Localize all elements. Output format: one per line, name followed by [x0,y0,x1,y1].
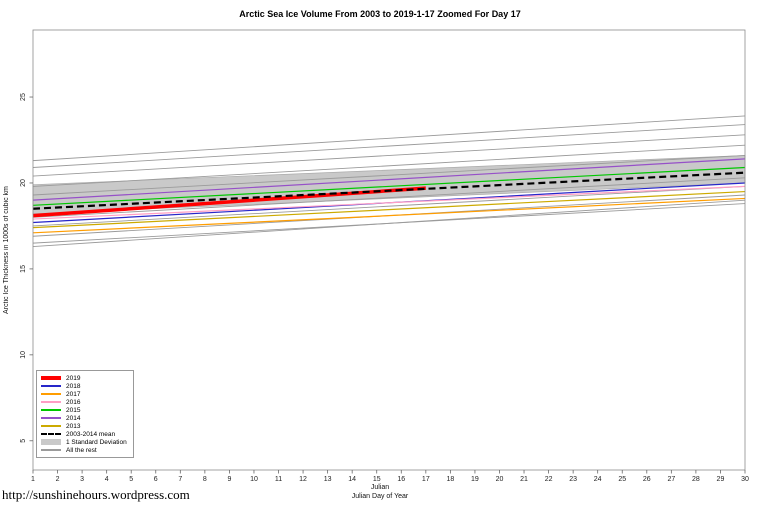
legend-item: 2014 [41,414,127,422]
x-tick-label: 16 [397,476,405,483]
x-tick-label: 11 [275,476,282,483]
rest-line [32,199,746,248]
x-tick-label: 8 [203,476,207,483]
x-tick-label: 17 [422,476,430,483]
x-tick-label: 30 [741,476,749,483]
x-tick-label: 12 [299,476,307,483]
series-2014 [32,158,746,201]
series-2015 [32,166,746,206]
legend-item: 2018 [41,382,127,390]
rest-line [32,155,746,196]
y-tick-label: 25 [20,93,27,101]
chart-title: Arctic Sea Ice Volume From 2003 to 2019-… [239,9,521,19]
x-tick-label: 25 [618,476,626,483]
x-tick-label: 22 [545,476,553,483]
legend-item: 2003-2014 mean [41,430,127,438]
x-tick-label: 20 [496,476,504,483]
legend-item: 2017 [41,390,127,398]
legend-item: 1 Standard Deviation [41,438,127,446]
std-dev-band [32,155,746,215]
y-tick-label: 20 [20,179,27,187]
legend-label: All the rest [66,446,97,454]
y-tick-label: 10 [20,351,27,359]
legend-label: 2019 [66,374,81,382]
x-tick-label: 23 [569,476,577,483]
legend-label: 2015 [66,406,81,414]
legend-swatch-all-the-rest [41,449,61,451]
rest-line [32,134,746,177]
x-tick-label: 7 [178,476,182,483]
x-tick-label: 19 [471,476,479,483]
legend-label: 2014 [66,414,81,422]
series-2019 [32,186,426,218]
legend-swatch-2014 [41,417,61,419]
legend-item: 2013 [41,422,127,430]
legend-label: 2016 [66,398,81,406]
legend: 2019 2018 2017 2016 2015 2014 2013 2003-2014 me… [36,370,134,458]
y-tick-label: 15 [20,265,27,273]
x-tick-label: 13 [324,476,332,483]
x-tick-label: 21 [520,476,528,483]
x-tick-label: 6 [154,476,158,483]
legend-label: 2003-2014 mean [66,430,116,438]
y-tick-label: 5 [20,439,27,443]
rest-line [32,144,746,187]
x-tick-label: 9 [227,476,231,483]
x-tick-label: 2 [56,476,60,483]
legend-swatch-2016 [41,401,61,403]
series-2013 [32,190,746,229]
legend-item: All the rest [41,446,127,454]
x-tick-label: 5 [129,476,133,483]
x-axis-label-line1: Julian [370,484,390,491]
rest-line [32,115,746,162]
series-2016 [32,185,746,220]
x-tick-label: 24 [594,476,602,483]
legend-swatch-2003-2014-mean [41,433,61,435]
legend-item: 2016 [41,398,127,406]
x-tick-label: 15 [373,476,381,483]
rest-line [32,177,746,218]
x-tick-label: 26 [643,476,651,483]
x-tick-label: 10 [250,476,258,483]
legend-swatch-1-standard-deviation [41,439,61,445]
legend-swatch-2015 [41,409,61,411]
mean-line [32,171,746,210]
legend-item: 2015 [41,406,127,414]
legend-swatch-2018 [41,385,61,387]
legend-swatch-2019 [41,376,61,380]
legend-label: 2013 [66,422,81,430]
legend-item: 2019 [41,374,127,382]
x-axis-label: Julian Day of Year [351,493,409,500]
legend-swatch-2013 [41,425,61,427]
x-tick-label: 18 [446,476,454,483]
x-tick-label: 14 [348,476,356,483]
legend-label: 2018 [66,382,81,390]
legend-label: 1 Standard Deviation [66,438,127,446]
x-tick-label: 4 [105,476,109,483]
x-tick-label: 3 [80,476,84,483]
footer-url: http://sunshinehours.wordpress.com [2,487,190,502]
series-2017 [32,197,746,234]
rest-line [32,185,746,227]
legend-label: 2017 [66,390,81,398]
x-tick-label: 1 [31,476,35,483]
x-tick-label: 28 [692,476,700,483]
rest-line [32,124,746,168]
x-tick-label: 27 [667,476,675,483]
legend-swatch-2017 [41,393,61,395]
x-tick-label: 29 [717,476,725,483]
plot-border [32,29,746,471]
